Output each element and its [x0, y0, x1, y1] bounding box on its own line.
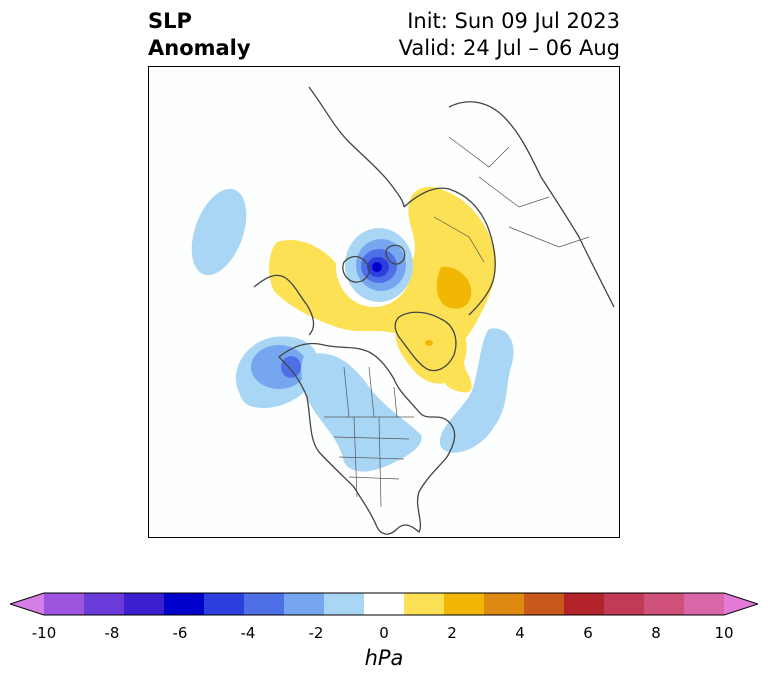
anomaly-contour-goa-2	[251, 345, 307, 389]
colorbar-tick-label: 2	[447, 624, 457, 642]
colorbar-tick-label: 0	[379, 624, 389, 642]
colorbar-tick-label: -8	[104, 624, 120, 642]
colorbar-segment	[404, 593, 445, 615]
colorbar-segment	[84, 593, 125, 615]
anomaly-region-greenland-positive	[395, 314, 467, 384]
init-date: Init: Sun 09 Jul 2023	[407, 9, 620, 33]
title-line-2: Anomaly	[148, 36, 251, 60]
anomaly-contour-goa-3	[281, 356, 301, 378]
colorbar-tick-label: -2	[308, 624, 324, 642]
colorbar-segment	[444, 593, 485, 615]
colorbar-extend-low	[10, 593, 44, 615]
colorbar-segment	[484, 593, 525, 615]
political-borders	[324, 136, 590, 508]
colorbar-segment	[564, 593, 605, 615]
colorbar-tick-label: 4	[515, 624, 525, 642]
anomaly-region-greenland-core	[425, 340, 433, 346]
colorbar-segment	[644, 593, 685, 615]
colorbar-segment	[124, 593, 165, 615]
anomaly-map	[148, 66, 620, 538]
colorbar-tick-label: -10	[31, 624, 57, 642]
anomaly-contour-5	[372, 262, 382, 272]
colorbar-tick-label: -6	[172, 624, 188, 642]
colorbar-tick-label: 10	[714, 624, 734, 642]
anomaly-region-ne-pacific	[191, 188, 247, 276]
date-info: Init: Sun 09 Jul 2023 Valid: 24 Jul – 06…	[399, 8, 620, 62]
colorbar-segment	[284, 593, 325, 615]
map-canvas	[149, 67, 619, 537]
colorbar-segment	[164, 593, 205, 615]
colorbar-tick-label: 8	[651, 624, 661, 642]
colorbar-segment	[524, 593, 565, 615]
title-line-1: SLP	[148, 9, 192, 33]
anomaly-region-kara-core	[436, 266, 472, 309]
colorbar-tick-label: -4	[240, 624, 256, 642]
colorbar-unit-label: hPa	[364, 646, 404, 670]
colorbar-segment	[324, 593, 365, 615]
map-title: SLP Anomaly	[148, 8, 251, 62]
colorbar-extend-high	[724, 593, 758, 615]
anomaly-region-north-atlantic	[439, 328, 514, 453]
colorbar-segment	[684, 593, 725, 615]
colorbar-tick-label: 6	[583, 624, 593, 642]
colorbar-segment	[44, 593, 85, 615]
colorbar-segment	[204, 593, 245, 615]
colorbar	[10, 592, 758, 616]
colorbar-segment	[604, 593, 645, 615]
coastlines	[253, 86, 615, 535]
colorbar-segment	[364, 593, 405, 615]
valid-range: Valid: 24 Jul – 06 Aug	[398, 36, 620, 60]
colorbar-segment	[244, 593, 285, 615]
anomaly-region-north-america	[301, 353, 422, 472]
colorbar-outline	[10, 592, 758, 616]
